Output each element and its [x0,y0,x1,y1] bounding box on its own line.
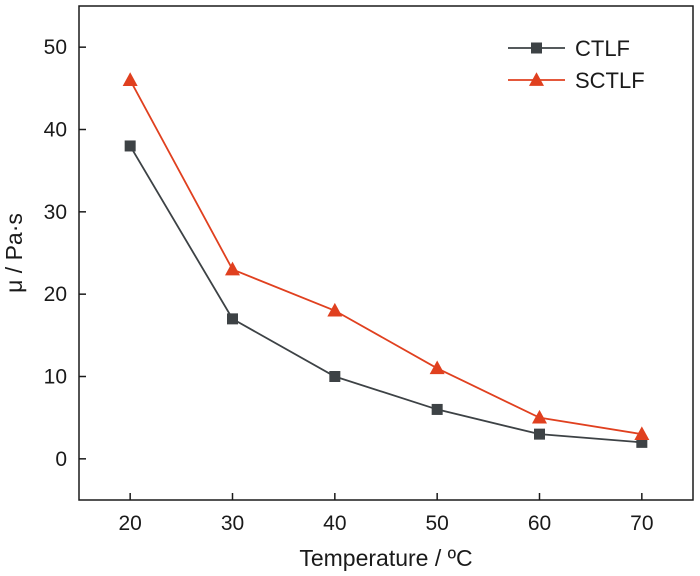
y-axis: 0 10 20 30 40 50 [44,36,86,471]
y-tick-label: 0 [55,448,67,471]
x-tick-label: 50 [425,512,448,535]
legend-marker [531,42,542,54]
x-tick-label: 40 [323,512,346,535]
series-layer [122,72,650,448]
y-tick-label: 50 [44,36,67,59]
series-line [129,79,642,436]
data-point [227,313,238,325]
data-point [225,261,240,276]
data-point [327,302,343,317]
x-tick-label: 70 [630,512,653,535]
y-axis-title: μ / Pa·s [1,213,27,293]
x-axis-title: Temperature / ºC [299,545,472,571]
data-point [124,140,136,152]
y-tick-label: 10 [44,366,67,389]
data-point [636,436,648,448]
y-tick-label: 20 [44,283,67,306]
data-point [532,409,547,424]
legend: CTLF SCTLF [508,36,645,93]
legend-label: CTLF [575,36,630,61]
data-point [431,403,443,415]
y-tick-label: 30 [44,201,67,224]
legend-marker [529,72,544,86]
x-tick-label: 20 [118,512,141,535]
data-point [329,371,341,382]
x-tick-label: 60 [528,512,551,535]
x-tick-label: 30 [221,512,244,535]
series-sctlf [122,72,650,440]
series-ctlf [124,140,648,448]
data-point [122,72,138,86]
data-point [534,428,545,440]
x-axis: 20 30 40 50 60 70 [118,493,654,535]
legend-label: SCTLF [575,68,645,93]
data-point [634,426,650,440]
plot-frame [78,5,694,501]
data-point [429,360,445,375]
series-line [129,145,642,444]
y-tick-label: 40 [44,119,67,142]
